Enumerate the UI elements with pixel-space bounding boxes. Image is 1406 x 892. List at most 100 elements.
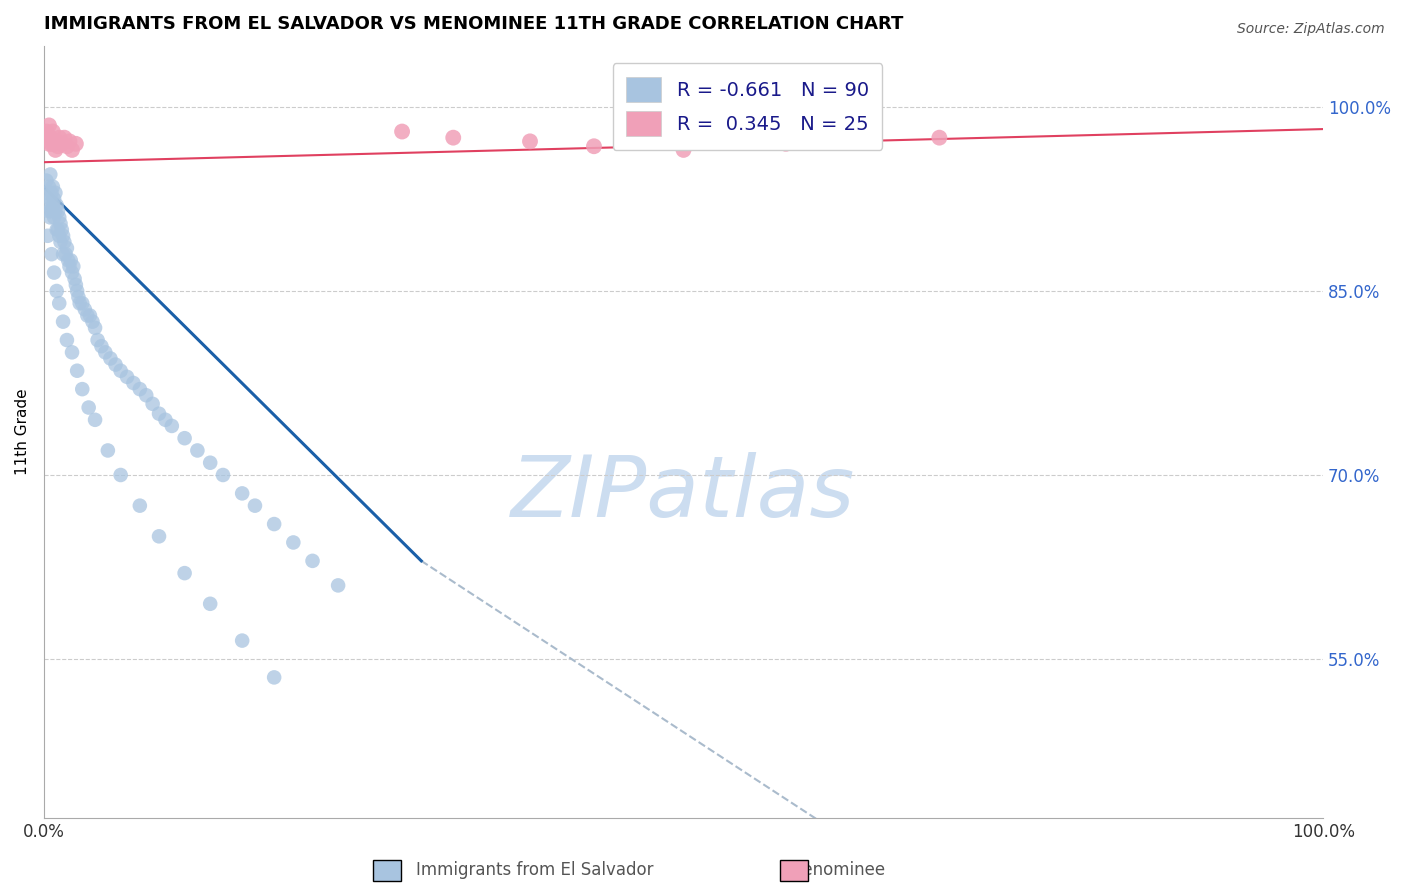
- Point: [73, 302, 96, 317]
- Text: Immigrants from El Salvador: Immigrants from El Salvador: [416, 861, 652, 879]
- Point: [160, 418, 183, 433]
- Point: [44, 204, 66, 219]
- Point: [128, 382, 150, 396]
- Point: [90, 339, 112, 353]
- Point: [38, 179, 60, 194]
- Point: [60, 143, 83, 157]
- Point: [76, 309, 98, 323]
- Point: [94, 345, 117, 359]
- Point: [65, 136, 87, 151]
- Point: [45, 198, 67, 212]
- Point: [44, 143, 66, 157]
- Point: [42, 198, 65, 212]
- Point: [135, 388, 157, 402]
- Point: [38, 204, 60, 219]
- Point: [67, 290, 90, 304]
- Text: Menominee: Menominee: [787, 861, 886, 879]
- Point: [231, 633, 253, 648]
- Point: [42, 179, 65, 194]
- Point: [56, 139, 79, 153]
- Text: Source: ZipAtlas.com: Source: ZipAtlas.com: [1237, 22, 1385, 37]
- Point: [110, 468, 132, 483]
- Y-axis label: 11th Grade: 11th Grade: [15, 389, 30, 475]
- Point: [51, 222, 73, 236]
- Point: [55, 247, 77, 261]
- Point: [39, 192, 62, 206]
- Point: [38, 136, 60, 151]
- Point: [37, 198, 59, 212]
- Point: [42, 136, 65, 151]
- Point: [65, 277, 87, 292]
- Point: [45, 134, 67, 148]
- Point: [63, 271, 86, 285]
- Point: [84, 320, 107, 334]
- Point: [60, 266, 83, 280]
- Point: [42, 124, 65, 138]
- Point: [59, 253, 82, 268]
- Point: [46, 204, 69, 219]
- Point: [82, 315, 104, 329]
- Point: [142, 397, 165, 411]
- Point: [62, 260, 84, 274]
- Point: [44, 186, 66, 200]
- Point: [56, 241, 79, 255]
- Point: [52, 247, 75, 261]
- Point: [48, 228, 70, 243]
- Point: [148, 529, 170, 543]
- Point: [66, 284, 89, 298]
- Point: [37, 228, 59, 243]
- Point: [39, 130, 62, 145]
- Point: [115, 369, 138, 384]
- Point: [97, 443, 120, 458]
- Point: [53, 130, 76, 145]
- Point: [231, 486, 253, 500]
- Point: [52, 315, 75, 329]
- Point: [58, 134, 80, 148]
- Point: [37, 130, 59, 145]
- Point: [41, 247, 63, 261]
- Point: [41, 136, 63, 151]
- Point: [48, 130, 70, 145]
- Point: [39, 168, 62, 182]
- Point: [283, 535, 305, 549]
- Point: [38, 119, 60, 133]
- Point: [58, 260, 80, 274]
- Point: [56, 333, 79, 347]
- Point: [35, 173, 58, 187]
- Point: [41, 204, 63, 219]
- Point: [212, 468, 235, 483]
- Point: [79, 309, 101, 323]
- Point: [42, 266, 65, 280]
- Point: [42, 211, 65, 225]
- Point: [243, 499, 266, 513]
- Point: [52, 228, 75, 243]
- Point: [49, 217, 72, 231]
- Point: [84, 413, 107, 427]
- Point: [155, 413, 177, 427]
- Point: [173, 431, 195, 445]
- Point: [301, 554, 323, 568]
- Point: [46, 222, 69, 236]
- Point: [35, 124, 58, 138]
- Point: [45, 284, 67, 298]
- Text: ZIPatlas: ZIPatlas: [512, 452, 856, 535]
- Point: [51, 136, 73, 151]
- Point: [128, 499, 150, 513]
- Point: [263, 517, 285, 532]
- Point: [100, 351, 122, 366]
- Point: [45, 222, 67, 236]
- Point: [672, 143, 695, 157]
- Point: [122, 376, 145, 390]
- Point: [173, 566, 195, 581]
- Point: [441, 130, 464, 145]
- Point: [49, 235, 72, 249]
- Point: [48, 211, 70, 225]
- Point: [148, 407, 170, 421]
- Point: [58, 253, 80, 268]
- Point: [48, 296, 70, 310]
- Point: [582, 139, 605, 153]
- Point: [66, 364, 89, 378]
- Point: [928, 130, 950, 145]
- Legend: R = -0.661   N = 90, R =  0.345   N = 25: R = -0.661 N = 90, R = 0.345 N = 25: [613, 63, 883, 150]
- Point: [263, 670, 285, 684]
